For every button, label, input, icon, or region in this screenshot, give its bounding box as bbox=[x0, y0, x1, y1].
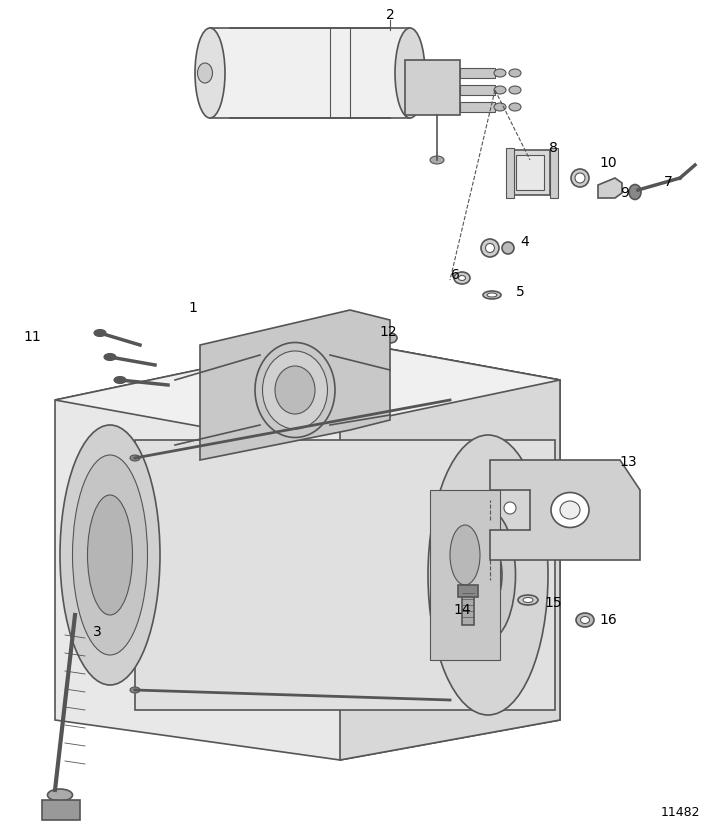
Bar bbox=[510, 150, 550, 195]
Ellipse shape bbox=[480, 558, 496, 592]
Text: 9: 9 bbox=[620, 186, 630, 200]
Ellipse shape bbox=[395, 28, 425, 118]
Ellipse shape bbox=[104, 354, 116, 360]
Text: 12: 12 bbox=[379, 325, 397, 339]
Ellipse shape bbox=[275, 366, 315, 414]
Bar bbox=[462, 590, 474, 625]
Ellipse shape bbox=[94, 330, 106, 336]
Text: 15: 15 bbox=[545, 596, 562, 610]
Text: 3: 3 bbox=[92, 625, 101, 639]
Ellipse shape bbox=[459, 276, 465, 281]
Ellipse shape bbox=[509, 103, 521, 111]
Ellipse shape bbox=[494, 69, 506, 77]
Ellipse shape bbox=[494, 86, 506, 94]
Ellipse shape bbox=[197, 63, 213, 83]
Ellipse shape bbox=[481, 239, 499, 257]
Bar bbox=[458, 585, 478, 597]
Text: 10: 10 bbox=[599, 156, 617, 170]
Text: 7: 7 bbox=[664, 175, 673, 189]
Bar bbox=[42, 800, 80, 820]
Ellipse shape bbox=[502, 242, 514, 254]
Text: 16: 16 bbox=[599, 613, 617, 627]
Ellipse shape bbox=[629, 184, 641, 200]
Text: 14: 14 bbox=[454, 603, 471, 617]
Ellipse shape bbox=[560, 501, 580, 519]
Ellipse shape bbox=[576, 613, 594, 627]
Text: 4: 4 bbox=[521, 235, 529, 249]
Text: 11: 11 bbox=[23, 330, 41, 344]
Ellipse shape bbox=[428, 435, 548, 715]
Ellipse shape bbox=[430, 156, 444, 164]
Ellipse shape bbox=[494, 103, 506, 111]
Ellipse shape bbox=[461, 510, 515, 640]
Text: 8: 8 bbox=[549, 141, 558, 155]
Ellipse shape bbox=[450, 525, 480, 585]
Ellipse shape bbox=[551, 492, 589, 528]
Ellipse shape bbox=[474, 543, 502, 607]
Bar bbox=[460, 68, 495, 78]
Polygon shape bbox=[340, 340, 560, 760]
Ellipse shape bbox=[483, 291, 501, 299]
Ellipse shape bbox=[383, 333, 397, 343]
Ellipse shape bbox=[518, 595, 538, 605]
Ellipse shape bbox=[263, 351, 328, 429]
Ellipse shape bbox=[575, 173, 585, 183]
Text: 13: 13 bbox=[620, 455, 637, 469]
Text: 5: 5 bbox=[515, 285, 524, 299]
Ellipse shape bbox=[504, 502, 516, 514]
Ellipse shape bbox=[580, 616, 590, 624]
Polygon shape bbox=[200, 310, 390, 460]
Polygon shape bbox=[55, 340, 560, 440]
Ellipse shape bbox=[47, 789, 73, 801]
Text: 11482: 11482 bbox=[660, 805, 700, 819]
Bar bbox=[506, 148, 514, 198]
Ellipse shape bbox=[454, 272, 470, 284]
Text: 6: 6 bbox=[451, 268, 459, 282]
Ellipse shape bbox=[571, 169, 589, 187]
Bar bbox=[516, 155, 544, 190]
Text: 1: 1 bbox=[189, 301, 197, 315]
Ellipse shape bbox=[195, 28, 225, 118]
Ellipse shape bbox=[60, 425, 160, 685]
Polygon shape bbox=[598, 178, 622, 198]
Ellipse shape bbox=[130, 455, 140, 461]
Ellipse shape bbox=[487, 293, 497, 297]
Bar bbox=[460, 85, 495, 95]
Ellipse shape bbox=[509, 86, 521, 94]
Ellipse shape bbox=[486, 244, 494, 253]
Ellipse shape bbox=[87, 495, 132, 615]
Ellipse shape bbox=[73, 455, 148, 655]
Bar bbox=[135, 440, 555, 710]
Polygon shape bbox=[55, 340, 560, 760]
Ellipse shape bbox=[509, 69, 521, 77]
Polygon shape bbox=[490, 460, 640, 560]
Bar bbox=[430, 490, 500, 660]
Bar bbox=[460, 102, 495, 112]
Bar bbox=[550, 148, 558, 198]
Ellipse shape bbox=[130, 687, 140, 693]
Ellipse shape bbox=[114, 377, 126, 383]
Ellipse shape bbox=[523, 597, 533, 602]
Text: 2: 2 bbox=[386, 8, 395, 22]
Bar bbox=[210, 28, 410, 118]
Bar bbox=[405, 60, 460, 115]
